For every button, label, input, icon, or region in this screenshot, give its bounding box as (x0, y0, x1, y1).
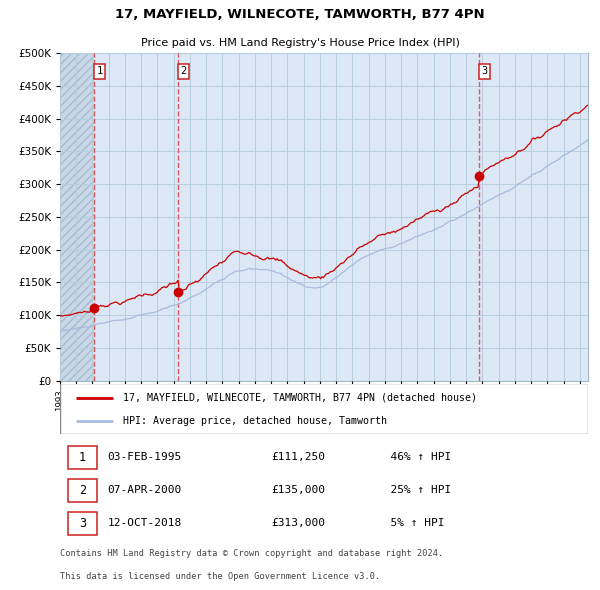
Text: 2: 2 (181, 66, 187, 76)
Text: 5% ↑ HPI: 5% ↑ HPI (377, 519, 444, 528)
Bar (68, 446, 97, 468)
Text: 46% ↑ HPI: 46% ↑ HPI (377, 453, 451, 462)
Text: £313,000: £313,000 (271, 519, 325, 528)
Text: 17, MAYFIELD, WILNECOTE, TAMWORTH, B77 4PN: 17, MAYFIELD, WILNECOTE, TAMWORTH, B77 4… (115, 8, 485, 21)
Text: £111,250: £111,250 (271, 453, 325, 462)
Text: This data is licensed under the Open Government Licence v3.0.: This data is licensed under the Open Gov… (60, 572, 380, 581)
Text: Contains HM Land Registry data © Crown copyright and database right 2024.: Contains HM Land Registry data © Crown c… (60, 549, 443, 558)
Text: £135,000: £135,000 (271, 486, 325, 495)
Text: 3: 3 (481, 66, 488, 76)
Bar (68, 512, 97, 535)
Text: 25% ↑ HPI: 25% ↑ HPI (377, 486, 451, 495)
Text: 3: 3 (79, 517, 86, 530)
Text: 07-APR-2000: 07-APR-2000 (107, 486, 182, 495)
Text: Price paid vs. HM Land Registry's House Price Index (HPI): Price paid vs. HM Land Registry's House … (140, 38, 460, 48)
Text: 03-FEB-1995: 03-FEB-1995 (107, 453, 182, 462)
Text: 17, MAYFIELD, WILNECOTE, TAMWORTH, B77 4PN (detached house): 17, MAYFIELD, WILNECOTE, TAMWORTH, B77 4… (124, 392, 478, 402)
Bar (68, 479, 97, 502)
Text: 2: 2 (79, 484, 86, 497)
Text: 1: 1 (79, 451, 86, 464)
Text: 1: 1 (97, 66, 103, 76)
Text: HPI: Average price, detached house, Tamworth: HPI: Average price, detached house, Tamw… (124, 416, 388, 426)
Text: 12-OCT-2018: 12-OCT-2018 (107, 519, 182, 528)
Bar (60, 53, 94, 381)
